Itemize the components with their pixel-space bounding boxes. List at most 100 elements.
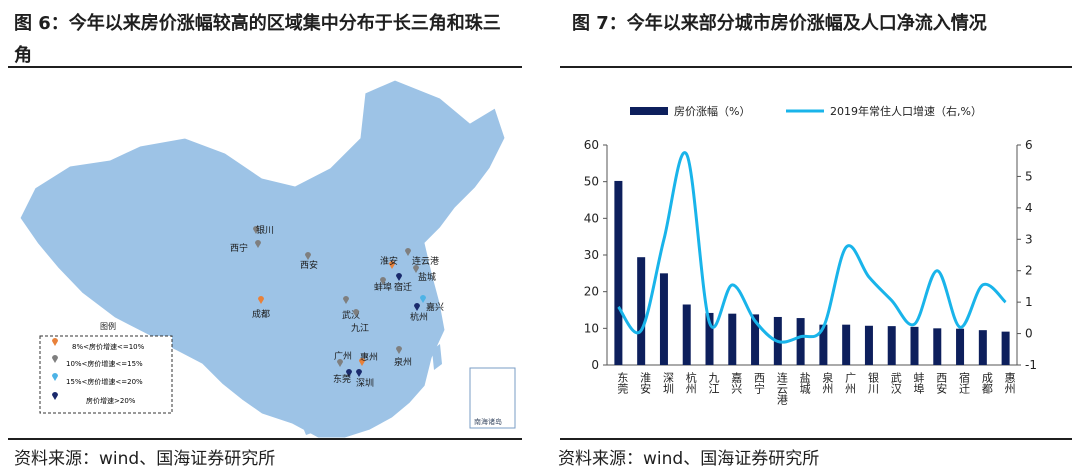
price-bar	[796, 318, 805, 365]
x-tick-label: 武汉	[889, 372, 902, 395]
price-bar	[910, 326, 919, 365]
marker-chengdu	[258, 296, 264, 304]
price-bar	[819, 324, 828, 365]
combo-chart: 房价涨幅（%） 2019年常住人口增速（右,%） 0102030405060-1…	[584, 104, 1037, 405]
price-bar	[933, 328, 942, 365]
right-tick-label: 4	[1025, 201, 1033, 215]
x-tick-label: 成都	[980, 372, 993, 394]
legend-label-3: 15%<房价增速<=20%	[66, 377, 143, 386]
top-rule	[560, 66, 1072, 68]
legend-marker-1	[52, 338, 58, 346]
left-tick-label: 30	[584, 248, 599, 262]
label-jiujiang: 九江	[351, 323, 369, 334]
left-tick-label: 60	[584, 138, 599, 152]
price-bar	[682, 304, 691, 365]
chart-legend: 房价涨幅（%） 2019年常住人口增速（右,%）	[630, 104, 982, 118]
right-tick-label: -1	[1025, 358, 1037, 372]
price-bar	[956, 328, 965, 365]
marker-wuhan	[343, 296, 349, 304]
marker-lianyungang	[405, 248, 411, 256]
marker-lanzhou	[255, 240, 261, 248]
top-rule	[8, 66, 522, 68]
x-tick-label: 杭州	[684, 371, 697, 394]
china-map: 南海诸岛 西宁 银川 西安 成都 武汉 九江 淮安 连云港 盐城 蚌埠 宿迁	[19, 79, 516, 438]
label-yancheng: 盐城	[418, 271, 436, 283]
nanhai-label: 南海诸岛	[474, 417, 502, 426]
marker-hangzhou	[414, 303, 420, 311]
right-panel: 图 7：今年以来部分城市房价涨幅及人口净流入情况 房价涨幅（%） 2019年常住…	[552, 0, 1080, 475]
price-bar	[887, 326, 896, 365]
label-dongguan: 东莞	[333, 373, 351, 385]
nanhai-inset	[469, 367, 516, 429]
x-tick-label: 盐城	[798, 372, 811, 394]
x-tick-label: 惠州	[1003, 371, 1016, 394]
price-bar	[842, 324, 851, 365]
price-bar	[1001, 331, 1010, 365]
label-bengbu: 蚌埠	[374, 281, 392, 293]
left-tick-label: 50	[584, 175, 599, 189]
left-tick-label: 40	[584, 211, 599, 225]
marker-xian	[305, 252, 311, 260]
x-tick-label: 宿迁	[958, 371, 971, 394]
marker-yancheng	[413, 265, 419, 273]
label-xining: 西宁	[230, 242, 248, 254]
label-quanzhou: 泉州	[394, 356, 412, 368]
label-hangzhou: 杭州	[410, 311, 428, 323]
marker-guangzhou	[337, 359, 343, 367]
figure6-title: 图 6：今年以来房价涨幅较高的区域集中分布于长三角和珠三角	[14, 13, 501, 66]
legend-marker-4	[52, 392, 58, 400]
label-suqian: 宿迁	[394, 281, 412, 293]
label-shenzhen: 深圳	[356, 378, 374, 389]
x-tick-label: 广州	[844, 372, 857, 394]
label-jiaxing: 嘉兴	[426, 301, 444, 313]
legend-title: 图例	[100, 321, 116, 331]
left-tick-label: 20	[584, 285, 599, 299]
price-bar	[637, 257, 646, 365]
left-panel: 图 6：今年以来房价涨幅较高的区域集中分布于长三角和珠三角 南海诸岛 西宁 银川…	[0, 0, 530, 475]
bottom-rule	[8, 438, 522, 440]
x-tick-label: 淮安	[639, 372, 652, 395]
figure6-source: 资料来源：wind、国海证券研究所	[14, 449, 276, 469]
bottom-rule	[560, 438, 1072, 440]
label-chengdu: 成都	[252, 308, 270, 320]
legend-marker-3	[52, 373, 58, 381]
map-legend: 图例 8%<房价增速<=10% 10%<房价增速<=15% 15%<房价增速<=…	[39, 321, 173, 414]
legend-line-label: 2019年常住人口增速（右,%）	[830, 104, 982, 118]
marker-xining	[253, 226, 259, 234]
label-xian: 西安	[300, 259, 318, 271]
figure7-title: 图 7：今年以来部分城市房价涨幅及人口净流入情况	[572, 13, 987, 34]
legend-label-1: 8%<房价增速<=10%	[72, 342, 145, 351]
x-tick-label: 嘉兴	[730, 371, 743, 394]
label-lianyungang: 连云港	[412, 255, 439, 267]
label-huaian: 淮安	[380, 255, 398, 267]
hainan-shape	[300, 416, 320, 435]
right-tick-label: 2	[1025, 264, 1033, 278]
price-bar	[978, 330, 987, 365]
price-bar	[614, 180, 623, 365]
population-growth-line	[617, 151, 1007, 344]
x-tick-label: 泉州	[821, 371, 834, 394]
price-bar	[659, 273, 668, 365]
x-tick-label: 九江	[707, 372, 720, 394]
right-tick-label: 0	[1025, 327, 1033, 341]
right-tick-label: 1	[1025, 295, 1033, 309]
marker-dongguan	[346, 369, 352, 377]
x-tick-label: 银川	[866, 371, 879, 394]
legend-marker-2	[52, 355, 58, 363]
x-tick-label: 东莞	[616, 372, 629, 395]
legend-bar-swatch	[630, 107, 668, 115]
x-tick-label: 连云港	[775, 372, 788, 405]
left-tick-label: 10	[584, 321, 599, 335]
marker-huaian	[389, 261, 395, 269]
right-tick-label: 3	[1025, 232, 1033, 246]
price-bar	[751, 314, 760, 365]
figure7-source: 资料来源：wind、国海证券研究所	[558, 449, 820, 469]
label-lanzhou: 银川	[256, 224, 274, 236]
left-tick-label: 0	[591, 358, 599, 372]
marker-suqian	[396, 273, 402, 281]
x-tick-label: 深圳	[661, 372, 674, 394]
marker-huizhou	[359, 358, 365, 366]
x-tick-label: 西宁	[753, 372, 766, 394]
legend-label-4: 房价增速>20%	[86, 396, 136, 405]
right-tick-label: 5	[1025, 169, 1033, 183]
